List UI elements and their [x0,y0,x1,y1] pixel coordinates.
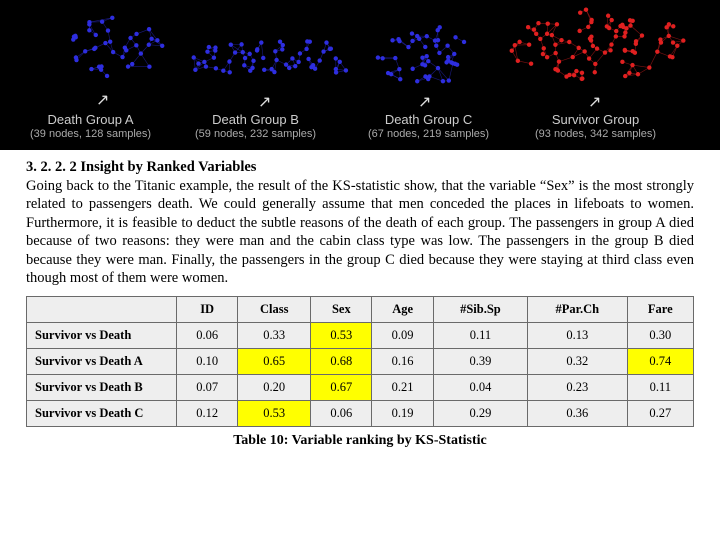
body-text: 3. 2. 2. 2 Insight by Ranked Variables G… [0,150,720,294]
ks-cell: 0.30 [627,322,693,348]
ks-cell: 0.11 [433,322,527,348]
row-label: Survivor vs Death [27,322,177,348]
ks-cell: 0.33 [238,322,311,348]
ks-col-parch: #Par.Ch [528,296,628,322]
row-label: Survivor vs Death A [27,348,177,374]
table-row: Survivor vs Death A0.100.650.680.160.390… [27,348,694,374]
section-heading: 3. 2. 2. 2 Insight by Ranked Variables [26,159,256,175]
ks-cell: 0.67 [311,374,372,400]
cluster-1 [190,30,350,85]
cluster-label-3: Survivor Group(93 nodes, 342 samples) [535,112,656,141]
ks-cell: 0.32 [528,348,628,374]
ks-cell: 0.21 [372,374,433,400]
ks-cell: 0.39 [433,348,527,374]
cluster-label-0: Death Group A(39 nodes, 128 samples) [30,112,151,141]
cluster-label-2: Death Group C(67 nodes, 219 samples) [368,112,489,141]
cluster-0 [60,12,170,82]
ks-col-sex: Sex [311,296,372,322]
ks-cell: 0.53 [311,322,372,348]
ks-cell: 0.11 [627,374,693,400]
cluster-3 [500,6,690,91]
ks-cell: 0.68 [311,348,372,374]
table-row: Survivor vs Death0.060.330.530.090.110.1… [27,322,694,348]
section-paragraph: Going back to the Titanic example, the r… [26,178,694,287]
ks-cell: 0.53 [238,400,311,426]
ks-cell: 0.27 [627,400,693,426]
ks-cell: 0.36 [528,400,628,426]
arrow-1: ↗ [258,92,271,112]
ks-cell: 0.06 [177,322,238,348]
ks-col-sibsp: #Sib.Sp [433,296,527,322]
cluster-2 [372,20,477,90]
network-panel: Death Group A(39 nodes, 128 samples) Deat… [0,0,720,150]
ks-cell: 0.07 [177,374,238,400]
arrow-3: ↗ [588,92,601,112]
ks-cell: 0.12 [177,400,238,426]
arrow-2: ↗ [418,92,431,112]
row-label: Survivor vs Death C [27,400,177,426]
arrow-0: ↗ [96,90,109,110]
ks-cell: 0.04 [433,374,527,400]
ks-col-rowlabel [27,296,177,322]
ks-cell: 0.13 [528,322,628,348]
row-label: Survivor vs Death B [27,374,177,400]
ks-cell: 0.16 [372,348,433,374]
table-row: Survivor vs Death C0.120.530.060.190.290… [27,400,694,426]
ks-table: IDClassSexAge#Sib.Sp#Par.ChFare Survivor… [26,296,694,427]
ks-cell: 0.65 [238,348,311,374]
cluster-label-1: Death Group B(59 nodes, 232 samples) [195,112,316,141]
ks-cell: 0.10 [177,348,238,374]
ks-col-class: Class [238,296,311,322]
ks-cell: 0.20 [238,374,311,400]
table-row: Survivor vs Death B0.070.200.670.210.040… [27,374,694,400]
ks-cell: 0.06 [311,400,372,426]
ks-cell: 0.29 [433,400,527,426]
table-caption: Table 10: Variable ranking by KS-Statist… [0,433,720,449]
ks-cell: 0.19 [372,400,433,426]
ks-col-age: Age [372,296,433,322]
ks-cell: 0.23 [528,374,628,400]
ks-col-id: ID [177,296,238,322]
ks-col-fare: Fare [627,296,693,322]
ks-cell: 0.09 [372,322,433,348]
ks-cell: 0.74 [627,348,693,374]
